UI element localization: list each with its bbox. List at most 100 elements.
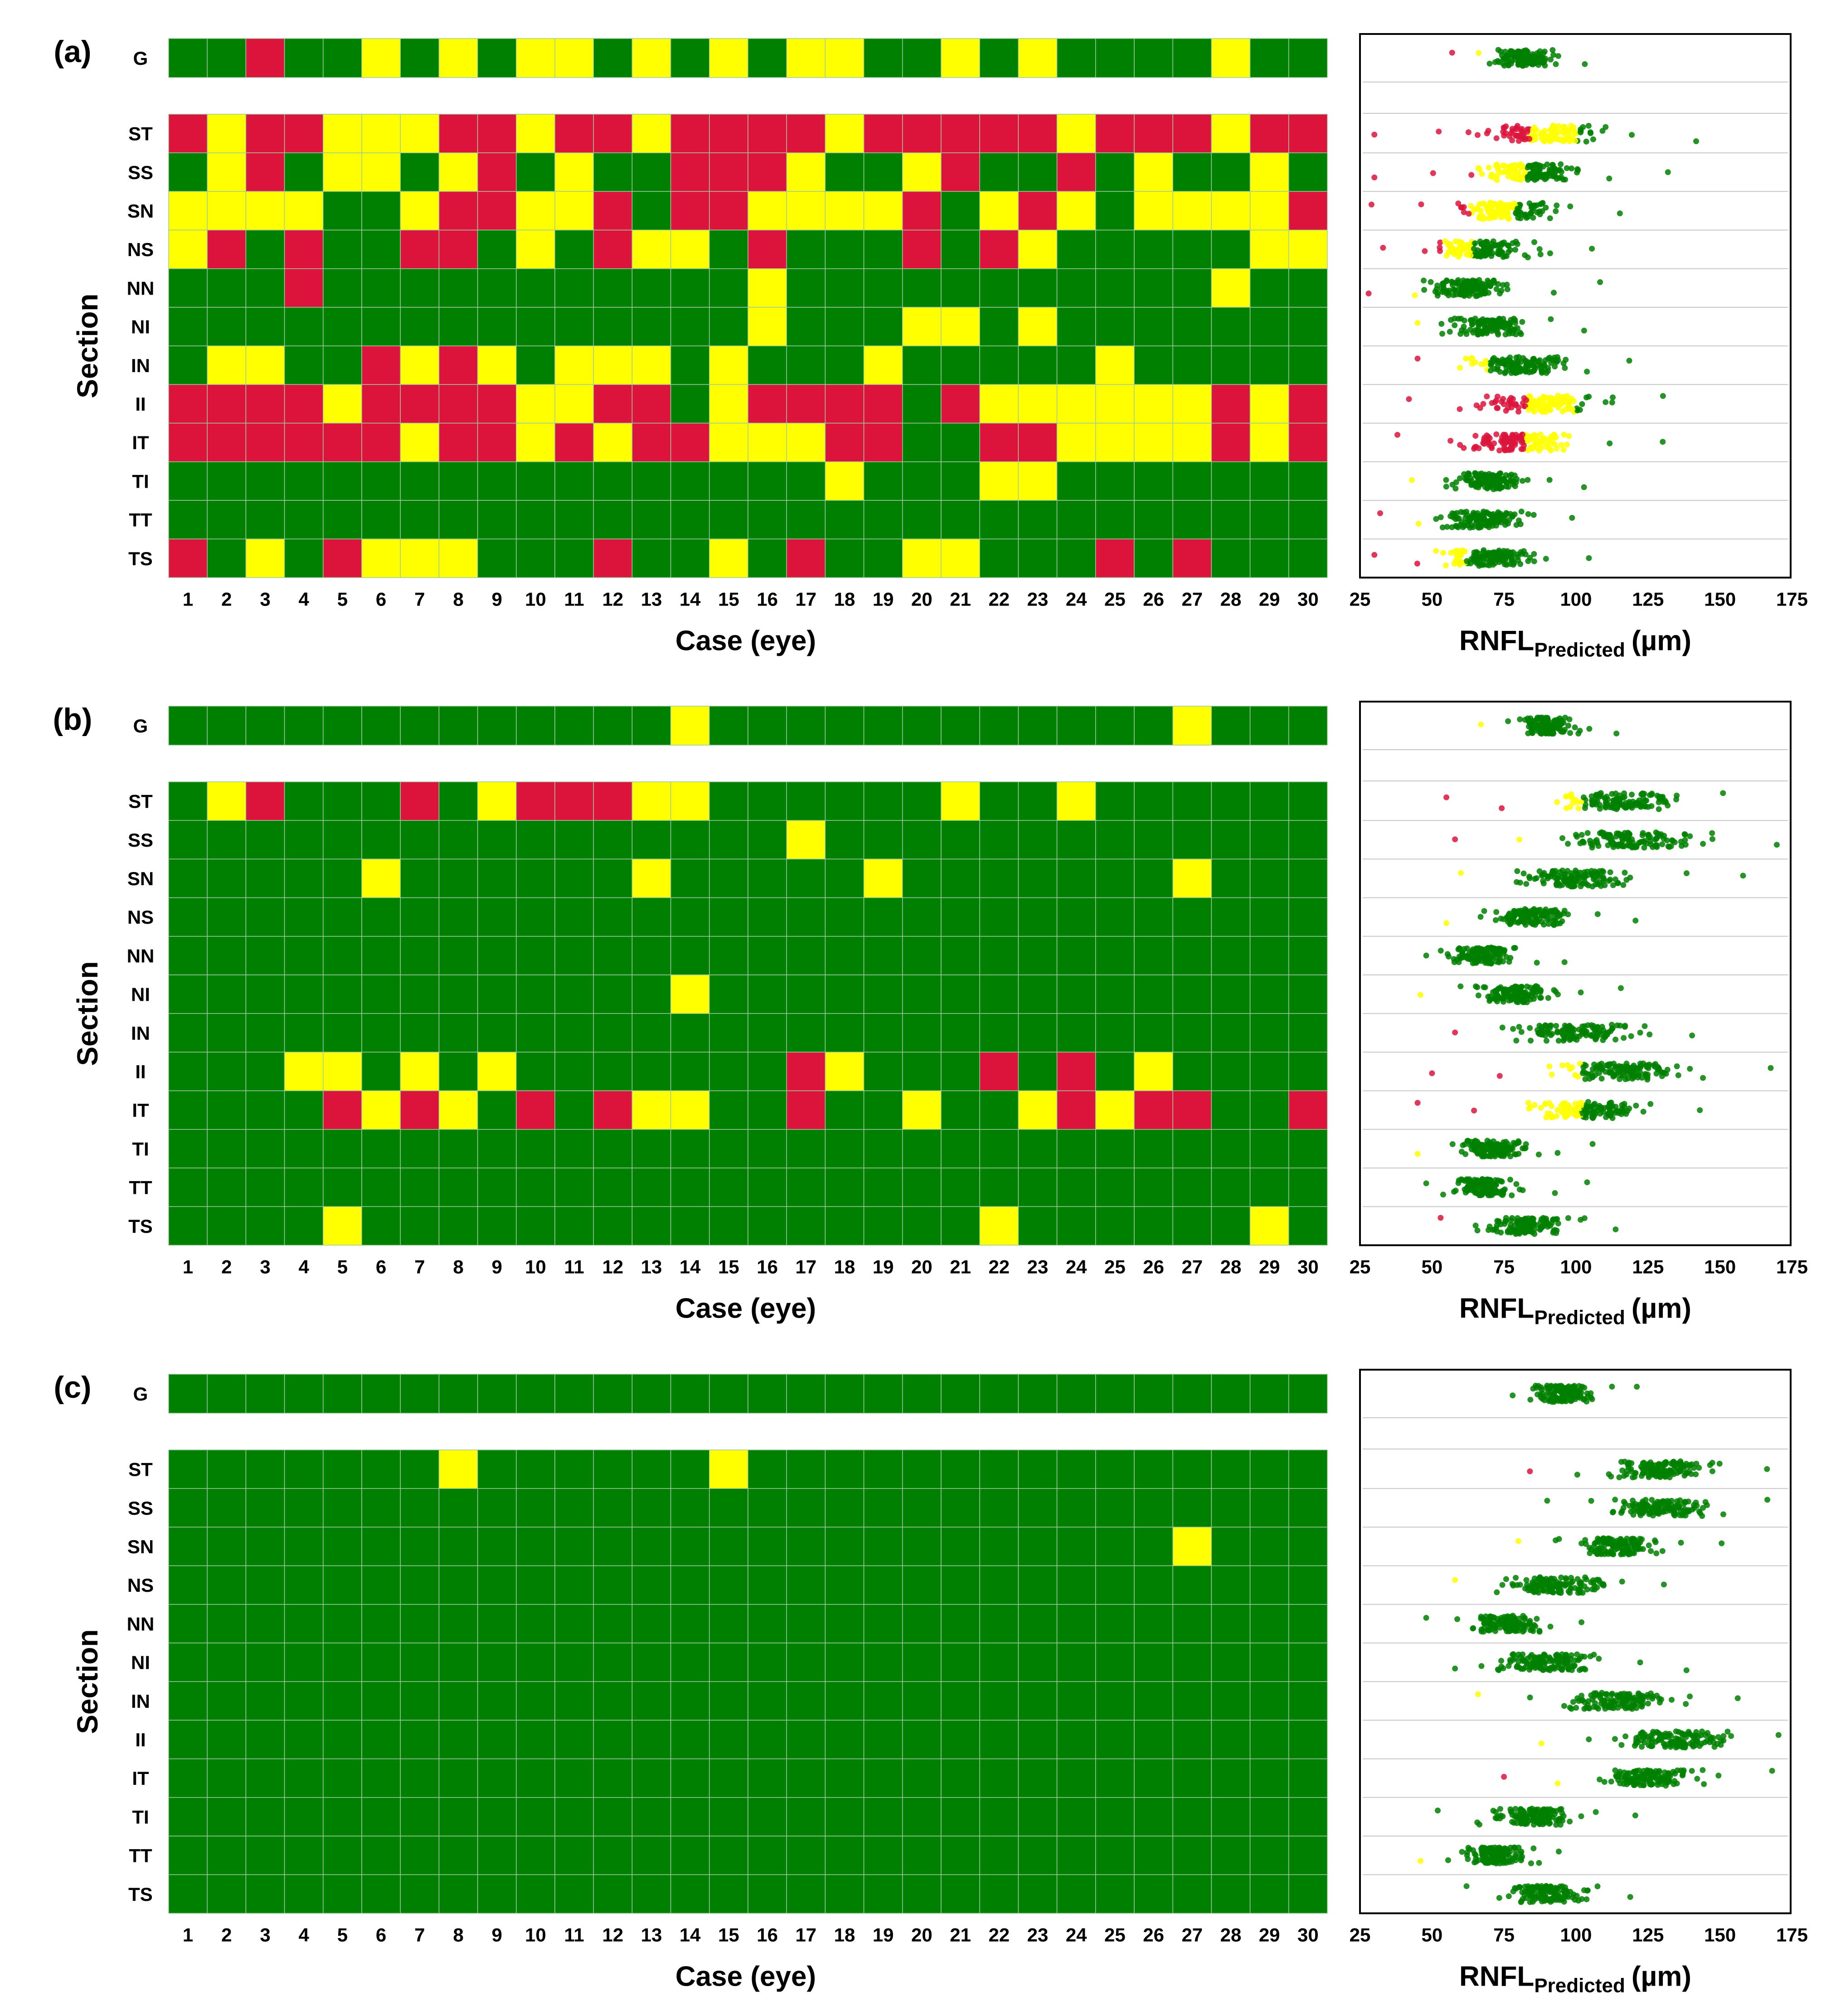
heatmap-cell [284,422,324,462]
heatmap-cell [825,1565,864,1605]
heatmap-cell [709,1052,748,1091]
heatmap-cell [1172,191,1212,231]
heatmap-cell [554,1643,594,1682]
section-label: SN [127,1536,154,1557]
case-tick-label: 8 [453,1924,463,1945]
global-cell [477,706,517,746]
strip-point-TT [1474,1177,1481,1183]
heatmap-cell [168,268,208,308]
strip-point-SN [1490,211,1496,217]
strip-point-SN [1461,209,1467,215]
heatmap-cell [979,191,1019,231]
heatmap-cell [207,1643,247,1682]
strip-point-ST [1571,128,1577,134]
heatmap-cell [323,1836,362,1875]
heatmap-cell [1211,1604,1251,1643]
heatmap-cell [361,1449,401,1489]
heatmap-cell [323,1090,362,1130]
strip-point-II [1607,1066,1613,1073]
global-row-label: G [133,48,148,69]
heatmap-cell [1018,1758,1058,1798]
strip-point-SS [1665,169,1671,175]
strip-point-SS [1639,832,1646,838]
heatmap-cell [323,820,362,860]
heatmap-cell [438,1681,478,1721]
strip-point-SN [1511,200,1517,207]
strip-point-II [1574,407,1580,414]
strip-point-G [1566,1385,1573,1391]
heatmap-cell [709,461,748,501]
strip-point-NS [1537,251,1544,257]
heatmap-cell [400,538,440,578]
strip-point-TS [1501,552,1507,558]
heatmap-cell [593,1168,633,1207]
heatmap-cell [168,781,208,821]
strip-point-SN [1555,875,1561,881]
heatmap-cell [1056,268,1096,308]
strip-point-G [1562,1392,1569,1399]
heatmap-cell [245,307,285,346]
heatmap-cell [400,974,440,1014]
heatmap-cell [1249,1758,1289,1798]
strip-point-IT [1519,431,1525,438]
heatmap-cell [477,1797,517,1837]
heatmap-cell [361,1168,401,1207]
global-cell [863,706,903,746]
section-label: NS [127,906,154,928]
strip-point-SN [1547,215,1553,222]
strip-point-SS [1564,165,1570,171]
heatmap-cell [941,1527,980,1566]
case-tick-label: 18 [834,588,855,610]
heatmap-cell [400,1681,440,1721]
heatmap-cell [863,1797,903,1837]
strip-point-TT [1513,522,1520,528]
heatmap-cell [1211,229,1251,269]
heatmap-cell [516,1874,555,1914]
heatmap-cell [1018,1206,1058,1246]
heatmap-cell [593,1643,633,1682]
strip-point-ST [1515,123,1521,129]
strip-point-SN [1486,215,1493,222]
heatmap-cell [670,114,710,153]
heatmap-cell [902,1874,942,1914]
heatmap-cell [709,422,748,462]
heatmap-cell [554,1090,594,1130]
strip-point-SS [1652,836,1658,843]
heatmap-cell [400,1052,440,1091]
heatmap-cell [786,858,826,898]
heatmap-cell [1018,1129,1058,1168]
strip-point-SN [1562,871,1569,877]
heatmap-cell [323,1643,362,1682]
heatmap-cell [1018,936,1058,975]
strip-point-II [1567,1066,1573,1072]
heatmap-cell [323,1206,362,1246]
case-tick-label: 25 [1104,588,1126,610]
strip-point-NN [1475,954,1481,960]
heatmap-cell [709,1565,748,1605]
heatmap-cell [554,1758,594,1798]
heatmap-cell [438,1206,478,1246]
heatmap-cell [825,1604,864,1643]
strip-point-TT [1493,1187,1499,1194]
heatmap-cell [323,1129,362,1168]
strip-point-G [1523,62,1530,68]
strip-point-II [1616,1068,1622,1075]
global-cell [400,706,440,746]
heatmap-cell [825,974,864,1014]
heatmap-cell [1018,1449,1058,1489]
heatmap-cell [400,1488,440,1528]
heatmap-cell [361,974,401,1014]
strip-point-II [1596,1070,1602,1076]
heatmap-cell [554,345,594,385]
strip-point-II [1580,1070,1586,1076]
strip-point-TI [1408,477,1415,483]
heatmap-cell [284,229,324,269]
heatmap-cell [941,538,980,578]
heatmap-cell [709,114,748,153]
x-axis-title: Case (eye) [675,1293,816,1324]
heatmap-cell [748,820,787,860]
strip-point-TT [1458,509,1464,515]
heatmap-cell [207,422,247,462]
heatmap-cell [863,384,903,424]
heatmap-cell [207,1874,247,1914]
